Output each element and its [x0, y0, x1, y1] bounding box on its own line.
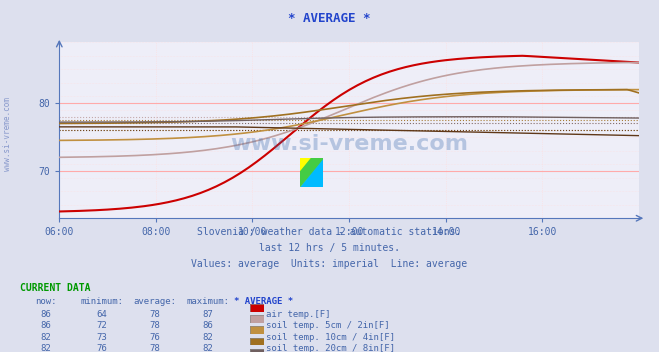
Text: soil temp. 20cm / 8in[F]: soil temp. 20cm / 8in[F] [266, 344, 395, 352]
Polygon shape [300, 158, 323, 187]
Text: 78: 78 [150, 321, 160, 331]
Text: maximum:: maximum: [186, 297, 229, 306]
Text: 86: 86 [41, 321, 51, 331]
Text: 76: 76 [97, 344, 107, 352]
Polygon shape [300, 158, 312, 172]
Text: soil temp. 5cm / 2in[F]: soil temp. 5cm / 2in[F] [266, 321, 389, 331]
Text: * AVERAGE *: * AVERAGE * [288, 12, 371, 25]
Text: www.si-vreme.com: www.si-vreme.com [3, 97, 13, 171]
Polygon shape [300, 158, 323, 187]
Text: * AVERAGE *: * AVERAGE * [234, 297, 293, 306]
Text: 73: 73 [97, 333, 107, 342]
Text: 87: 87 [202, 310, 213, 319]
Text: 78: 78 [150, 310, 160, 319]
Text: 72: 72 [97, 321, 107, 331]
Text: air temp.[F]: air temp.[F] [266, 310, 330, 319]
Text: www.si-vreme.com: www.si-vreme.com [230, 134, 469, 154]
Text: 64: 64 [97, 310, 107, 319]
Text: CURRENT DATA: CURRENT DATA [20, 283, 90, 293]
Text: Values: average  Units: imperial  Line: average: Values: average Units: imperial Line: av… [191, 259, 468, 269]
Text: 82: 82 [41, 344, 51, 352]
Text: 78: 78 [150, 344, 160, 352]
Text: 82: 82 [202, 333, 213, 342]
Text: 76: 76 [150, 333, 160, 342]
Text: 82: 82 [202, 344, 213, 352]
Text: soil temp. 10cm / 4in[F]: soil temp. 10cm / 4in[F] [266, 333, 395, 342]
Text: Slovenia / weather data - automatic stations.: Slovenia / weather data - automatic stat… [197, 227, 462, 237]
Text: now:: now: [36, 297, 57, 306]
Text: average:: average: [133, 297, 177, 306]
Text: 86: 86 [202, 321, 213, 331]
Text: 82: 82 [41, 333, 51, 342]
Polygon shape [300, 158, 323, 187]
Text: minimum:: minimum: [80, 297, 124, 306]
Text: last 12 hrs / 5 minutes.: last 12 hrs / 5 minutes. [259, 243, 400, 253]
Text: 86: 86 [41, 310, 51, 319]
